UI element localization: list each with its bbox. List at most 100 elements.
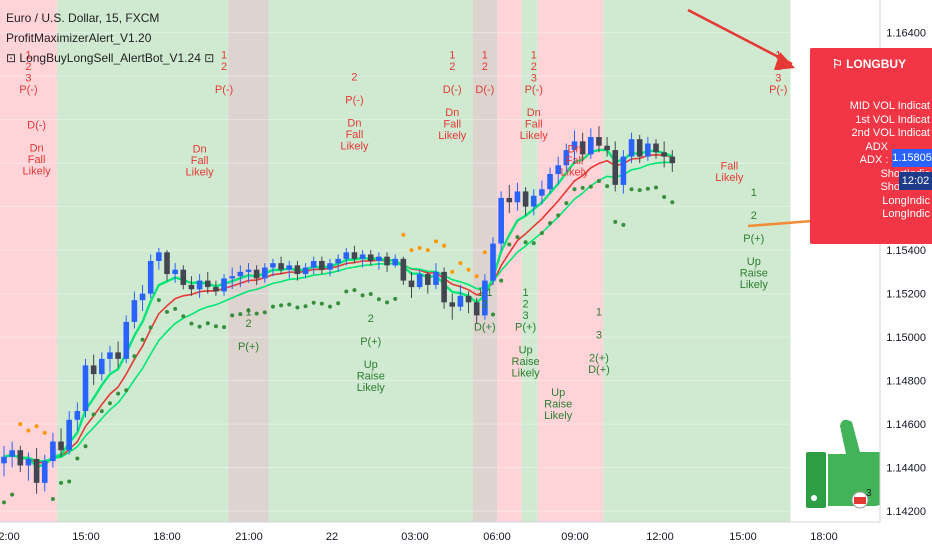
signal-line: 2nd VOL Indicat (851, 127, 930, 139)
signal-line: LongIndic (882, 208, 930, 220)
candle (139, 284, 146, 312)
candle (653, 139, 659, 159)
candle-body (188, 284, 195, 290)
sar-dot (173, 306, 178, 311)
thumbs-up-hand (828, 419, 890, 506)
price-tick-label: 1.14200 (886, 506, 926, 518)
candle-body (384, 256, 390, 266)
candle (636, 134, 643, 164)
candle-body (530, 195, 537, 207)
sar-dot (148, 325, 153, 330)
candle-body (50, 441, 56, 462)
signal-annotation: 1 2 3 P(+) Up Raise Likely (512, 287, 541, 380)
candle (620, 150, 627, 194)
signal-annotation: D(-) Dn Fall Likely (23, 119, 52, 177)
sar-dot (344, 289, 349, 294)
candle (188, 276, 195, 296)
sar-dot (507, 242, 512, 247)
candle-body (286, 265, 293, 270)
candle (563, 143, 570, 172)
sar-dot (42, 430, 47, 435)
candle-body (661, 152, 667, 157)
candle-body (596, 137, 602, 146)
candle (213, 280, 219, 296)
sar-dot (50, 496, 55, 501)
price-tick-label: 1.14800 (886, 376, 926, 388)
candle-body (449, 302, 456, 307)
candle (253, 265, 260, 285)
symbol-title[interactable]: Euro / U.S. Dollar, 15, FXCM (6, 11, 160, 25)
candle-body (433, 271, 439, 285)
sar-dot (181, 314, 186, 319)
candle (164, 250, 170, 281)
candle (400, 256, 407, 285)
candle-body (213, 287, 219, 292)
candle (367, 250, 374, 266)
sar-dot (433, 239, 438, 244)
candle-body (539, 189, 545, 196)
candle (245, 263, 252, 283)
candle (645, 137, 651, 161)
candle-body (604, 145, 610, 151)
sar-dot (2, 500, 6, 505)
candle-body (58, 441, 64, 451)
candle-body (579, 141, 586, 155)
sar-dot (531, 241, 536, 246)
indicator-1-label[interactable]: ProfitMaximizerAlert_V1.20 (6, 31, 152, 45)
candle (270, 258, 276, 277)
candle (327, 258, 333, 277)
sar-dot (474, 274, 479, 279)
candle (82, 358, 89, 418)
sar-dot (621, 222, 626, 227)
candle-body (408, 280, 415, 288)
candle-body (392, 258, 398, 266)
time-tick-label: 09:00 (561, 531, 589, 543)
candle-body (172, 269, 178, 275)
flag-badge-stripe (854, 497, 866, 504)
sar-dot (393, 296, 398, 301)
candle (506, 184, 513, 214)
signal-header: ⚐ LONGBUY (832, 57, 907, 71)
sar-dot (645, 186, 650, 191)
candle (628, 132, 635, 164)
candle-body (335, 258, 341, 264)
sar-dot (132, 354, 137, 359)
sar-dot (401, 232, 406, 237)
candle-body (319, 261, 325, 270)
candle (1, 445, 7, 477)
candle-body (490, 243, 496, 281)
candle (115, 341, 121, 368)
alert-arrow-head (774, 52, 795, 70)
time-tick-label: 03:00 (401, 531, 429, 543)
candle (530, 189, 537, 216)
indicator-2-name: LongBuyLongSell_AlertBot_V1.24 (19, 51, 201, 65)
candle (180, 265, 187, 290)
indicator-2-label[interactable]: ⊡ LongBuyLongSell_AlertBot_V1.24 ⊡ (6, 51, 215, 65)
candle (604, 137, 610, 157)
sar-dot (205, 321, 210, 326)
candle-body (555, 165, 561, 174)
candle-body (441, 271, 447, 303)
sar-dot (539, 231, 544, 236)
time-tick-label: 12:00 (0, 531, 20, 543)
candle (99, 352, 105, 381)
sar-dot (376, 297, 381, 302)
sar-dot (548, 221, 553, 226)
candle-body (571, 141, 578, 151)
candle (343, 247, 350, 266)
candle-body (457, 295, 464, 307)
candle-body (563, 150, 570, 166)
sar-dot (303, 304, 308, 309)
candle-body (90, 365, 97, 375)
candle-body (221, 278, 227, 292)
candle (661, 141, 667, 168)
candle-body (547, 174, 553, 190)
candle (579, 132, 586, 161)
sar-dot (99, 409, 104, 414)
sar-dot (83, 444, 88, 449)
candle-body (74, 411, 81, 420)
sar-dot (588, 184, 593, 189)
candle (669, 150, 676, 172)
